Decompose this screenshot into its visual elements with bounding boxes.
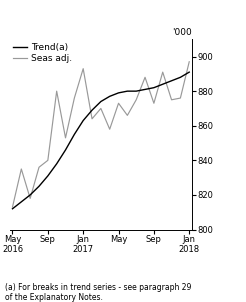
Trend(a) [126, 89, 129, 93]
Seas adj. [99, 107, 102, 110]
Trend(a) [73, 133, 76, 136]
Seas adj. [179, 96, 182, 100]
Trend(a) [179, 76, 182, 79]
Seas adj. [20, 167, 23, 171]
Line: Trend(a): Trend(a) [13, 72, 189, 209]
Trend(a) [11, 207, 14, 210]
Seas adj. [82, 67, 85, 70]
Seas adj. [46, 159, 49, 162]
Text: '000: '000 [172, 28, 192, 37]
Trend(a) [99, 100, 102, 103]
Trend(a) [64, 148, 67, 152]
Seas adj. [29, 197, 32, 200]
Trend(a) [29, 193, 32, 197]
Seas adj. [135, 98, 138, 101]
Seas adj. [55, 89, 58, 93]
Seas adj. [73, 96, 76, 100]
Seas adj. [126, 114, 129, 117]
Seas adj. [64, 136, 67, 140]
Trend(a) [144, 88, 147, 91]
Seas adj. [170, 98, 173, 101]
Trend(a) [153, 86, 155, 89]
Seas adj. [91, 117, 93, 120]
Trend(a) [38, 185, 41, 188]
Trend(a) [91, 108, 93, 112]
Text: (a) For breaks in trend series - see paragraph 29
of the Explanatory Notes.: (a) For breaks in trend series - see par… [5, 283, 191, 302]
Line: Seas adj.: Seas adj. [13, 62, 189, 207]
Legend: Trend(a), Seas adj.: Trend(a), Seas adj. [13, 42, 73, 64]
Seas adj. [144, 76, 147, 79]
Trend(a) [20, 200, 23, 204]
Trend(a) [82, 119, 85, 122]
Seas adj. [117, 101, 120, 105]
Seas adj. [108, 127, 111, 131]
Seas adj. [153, 101, 155, 105]
Trend(a) [117, 91, 120, 95]
Trend(a) [46, 174, 49, 178]
Trend(a) [55, 162, 58, 165]
Seas adj. [161, 70, 164, 74]
Trend(a) [108, 95, 111, 98]
Trend(a) [135, 89, 138, 93]
Seas adj. [11, 205, 14, 209]
Trend(a) [188, 70, 191, 74]
Trend(a) [170, 79, 173, 82]
Seas adj. [38, 165, 41, 169]
Seas adj. [188, 60, 191, 63]
Trend(a) [161, 82, 164, 86]
